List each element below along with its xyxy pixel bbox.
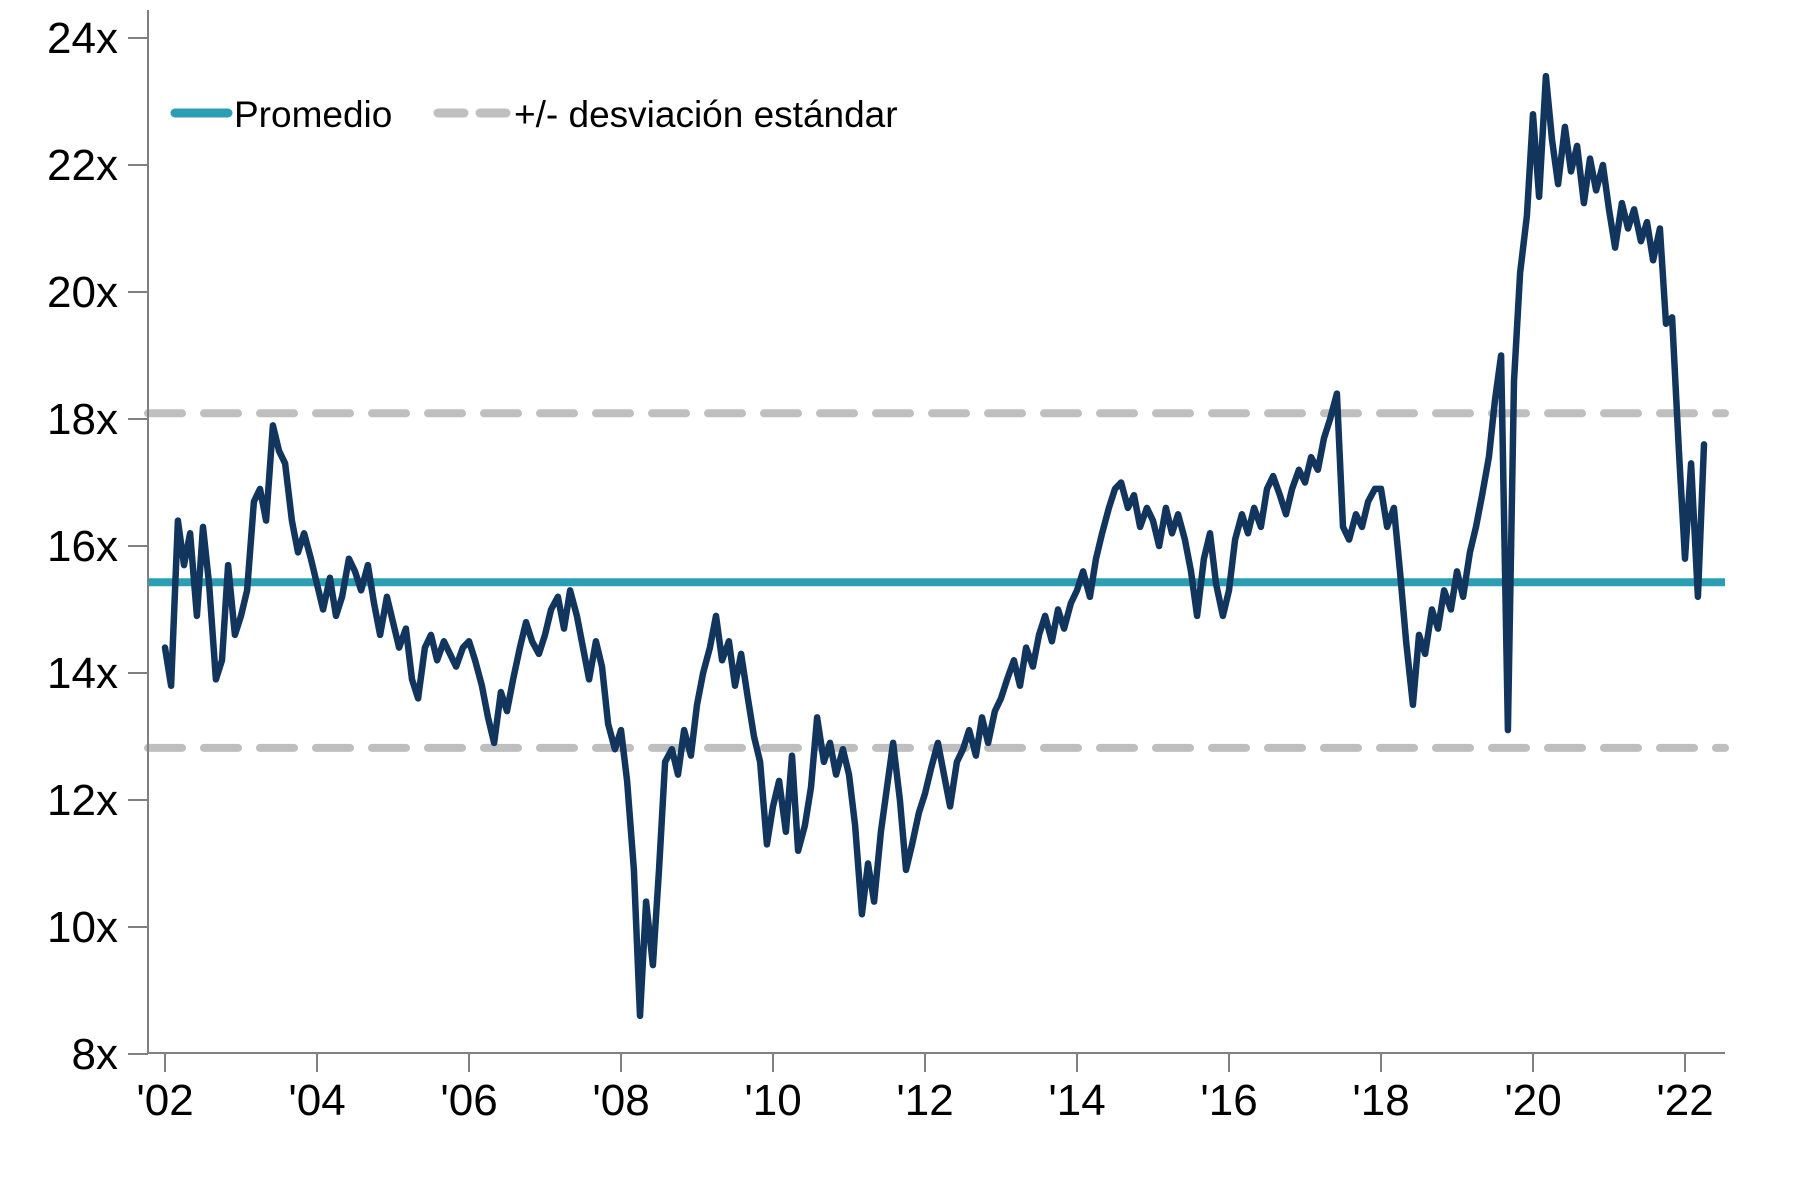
x-tick-label: '10: [744, 1076, 801, 1125]
y-tick-label: 22x: [47, 141, 118, 190]
x-tick-label: '18: [1352, 1076, 1409, 1125]
y-axis-ticks: 8x 10x 12x 14x 16x 18x 20x 22x 24x: [47, 14, 148, 1079]
y-tick-label: 18x: [47, 395, 118, 444]
y-tick-label: 16x: [47, 522, 118, 571]
x-tick-label: '16: [1200, 1076, 1257, 1125]
y-tick-label: 20x: [47, 268, 118, 317]
std-band-legend-label: +/- desviación estándar: [514, 94, 898, 135]
y-tick-label: 10x: [47, 903, 118, 952]
y-tick-label: 8x: [72, 1030, 118, 1079]
legend: Promedio +/- desviación estándar: [170, 94, 898, 135]
x-tick-label: '20: [1504, 1076, 1561, 1125]
x-tick-label: '22: [1656, 1076, 1713, 1125]
x-axis-ticks: '02 '04 '06 '08 '10 '12 '14 '16 '18 '20 '22: [136, 1053, 1714, 1125]
x-tick-label: '08: [592, 1076, 649, 1125]
y-tick-label: 12x: [47, 776, 118, 825]
x-tick-label: '14: [1048, 1076, 1105, 1125]
x-tick-label: '12: [896, 1076, 953, 1125]
mean-line-legend-label: Promedio: [234, 94, 392, 135]
y-tick-label: 24x: [47, 14, 118, 63]
x-tick-label: '02: [136, 1076, 193, 1125]
x-tick-label: '04: [288, 1076, 345, 1125]
x-tick-label: '06: [440, 1076, 497, 1125]
pe-ratio-series-line: [161, 72, 1708, 1020]
y-tick-label: 14x: [47, 649, 118, 698]
